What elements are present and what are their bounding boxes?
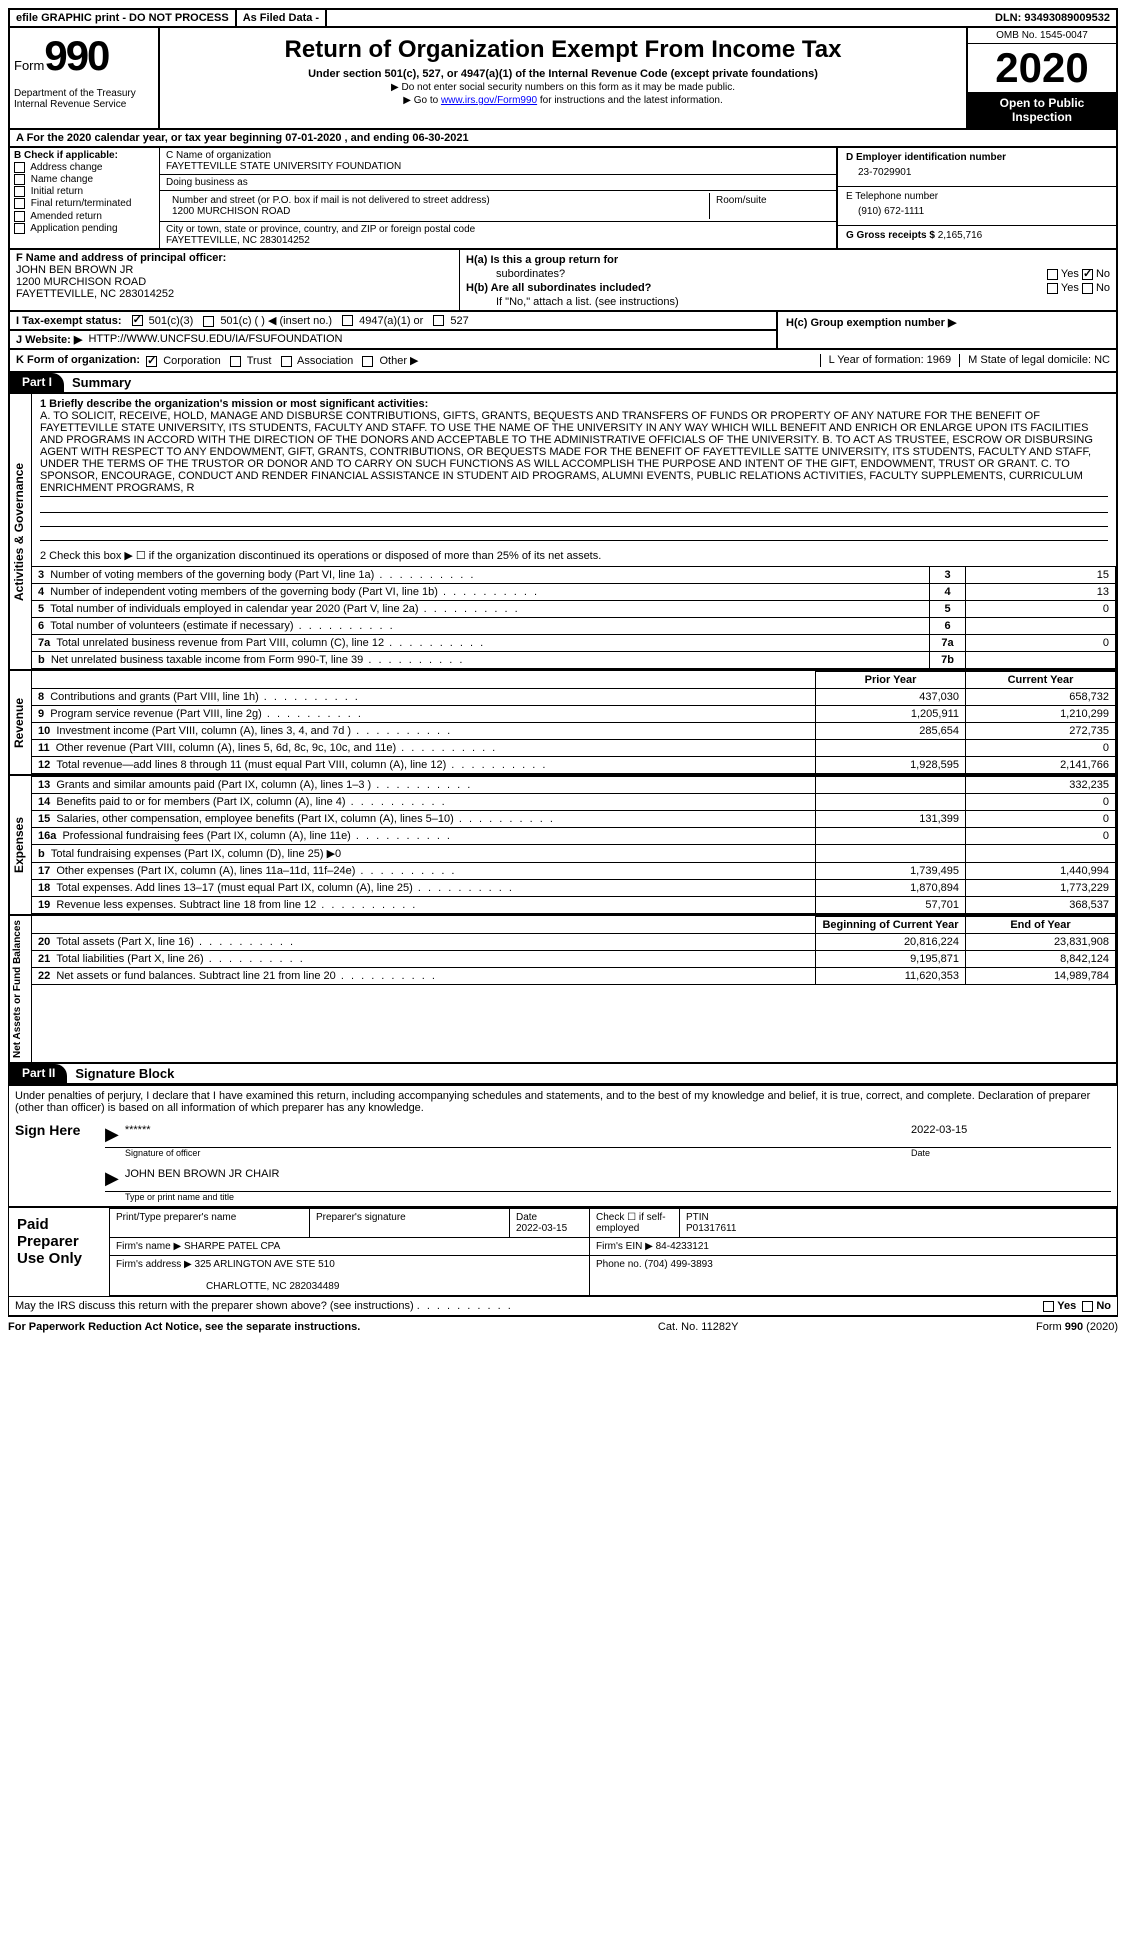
form-title: Return of Organization Exempt From Incom… bbox=[168, 36, 958, 64]
col-d: D Employer identification number 23-7029… bbox=[836, 148, 1116, 248]
revenue-lines: Prior YearCurrent Year8 Contributions an… bbox=[32, 671, 1116, 774]
part1-header: Part I Summary bbox=[8, 373, 1118, 394]
expenses-section: Expenses 13 Grants and similar amounts p… bbox=[8, 776, 1118, 916]
row-j: J Website: ▶ HTTP://WWW.UNCFSU.EDU/IA/FS… bbox=[8, 331, 778, 350]
form-number-box: Form990 Department of the Treasury Inter… bbox=[10, 28, 160, 128]
as-filed: As Filed Data - bbox=[237, 10, 327, 26]
h-box: H(a) Is this a group return for subordin… bbox=[460, 250, 1116, 310]
row-i: I Tax-exempt status: 501(c)(3) 501(c) ( … bbox=[8, 312, 778, 331]
paid-preparer: Paid Preparer Use Only Print/Type prepar… bbox=[8, 1207, 1118, 1297]
right-header-box: OMB No. 1545-0047 2020 Open to Public In… bbox=[966, 28, 1116, 128]
officer-box: F Name and address of principal officer:… bbox=[10, 250, 460, 310]
netassets-section: Net Assets or Fund Balances Beginning of… bbox=[8, 916, 1118, 1064]
checkbox-option[interactable]: Address change bbox=[14, 162, 155, 173]
footer: For Paperwork Reduction Act Notice, see … bbox=[8, 1316, 1118, 1337]
col-b: B Check if applicable: Address change Na… bbox=[10, 148, 160, 248]
form-header: Form990 Department of the Treasury Inter… bbox=[8, 28, 1118, 130]
efile-topbar: efile GRAPHIC print - DO NOT PROCESS As … bbox=[8, 8, 1118, 28]
row-a-taxyear: A For the 2020 calendar year, or tax yea… bbox=[8, 130, 1118, 148]
efile-notice: efile GRAPHIC print - DO NOT PROCESS bbox=[10, 10, 237, 26]
dept-label: Department of the Treasury Internal Reve… bbox=[14, 88, 154, 110]
checkbox-option[interactable]: Final return/terminated bbox=[14, 198, 155, 209]
checkbox-option[interactable]: Application pending bbox=[14, 223, 155, 234]
title-box: Return of Organization Exempt From Incom… bbox=[160, 28, 966, 128]
row-f-h: F Name and address of principal officer:… bbox=[8, 250, 1118, 312]
col-c: C Name of organization FAYETTEVILLE STAT… bbox=[160, 148, 836, 248]
governance-lines: 3 Number of voting members of the govern… bbox=[32, 566, 1116, 669]
part2-header: Part II Signature Block bbox=[8, 1064, 1118, 1085]
expense-lines: 13 Grants and similar amounts paid (Part… bbox=[32, 776, 1116, 914]
dln: DLN: 93493089009532 bbox=[989, 10, 1116, 26]
activities-governance: Activities & Governance 1 Briefly descri… bbox=[8, 394, 1118, 671]
checkbox-option[interactable]: Name change bbox=[14, 174, 155, 185]
row-k: K Form of organization: Corporation Trus… bbox=[8, 350, 1118, 373]
mission-text: A. TO SOLICIT, RECEIVE, HOLD, MANAGE AND… bbox=[40, 410, 1108, 497]
checkbox-option[interactable]: Amended return bbox=[14, 211, 155, 222]
signature-block: Under penalties of perjury, I declare th… bbox=[8, 1085, 1118, 1207]
revenue-section: Revenue Prior YearCurrent Year8 Contribu… bbox=[8, 671, 1118, 776]
discuss-row: May the IRS discuss this return with the… bbox=[8, 1297, 1118, 1316]
hc-box: H(c) Group exemption number ▶ bbox=[778, 312, 1118, 350]
checkbox-option[interactable]: Initial return bbox=[14, 186, 155, 197]
netassets-lines: Beginning of Current YearEnd of Year20 T… bbox=[32, 916, 1116, 985]
irs-link[interactable]: www.irs.gov/Form990 bbox=[441, 95, 537, 106]
section-bcd: B Check if applicable: Address change Na… bbox=[8, 148, 1118, 250]
